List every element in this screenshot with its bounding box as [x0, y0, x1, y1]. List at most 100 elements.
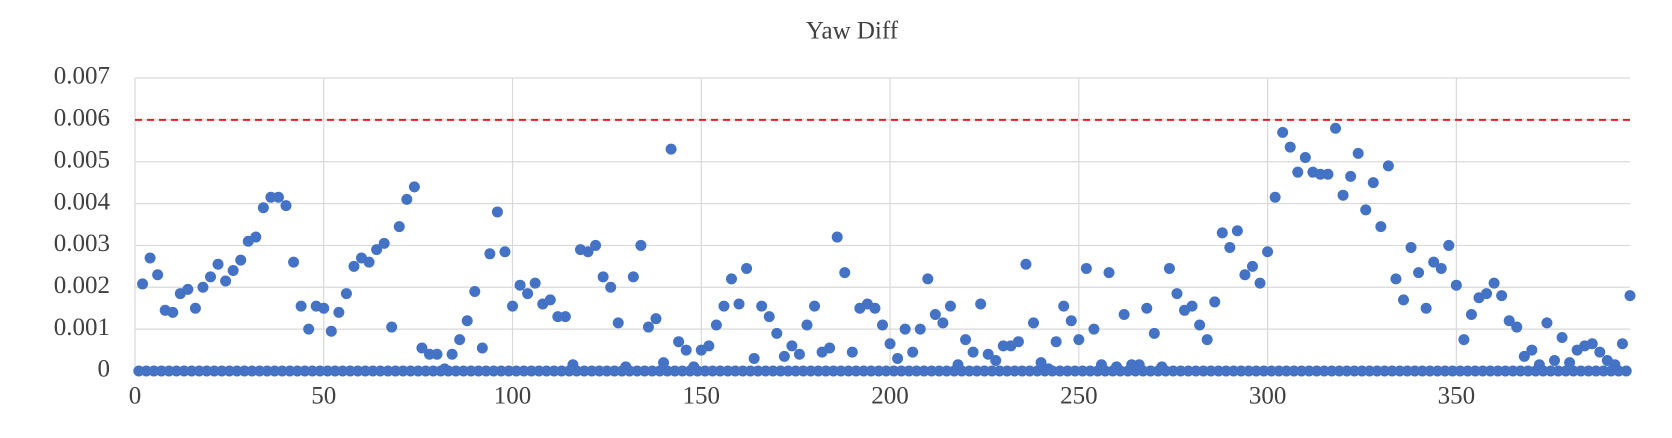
point	[877, 319, 888, 331]
y-tick-label: 0.001	[54, 314, 110, 341]
point	[775, 365, 787, 377]
point	[1262, 246, 1274, 258]
point	[416, 342, 428, 354]
point	[1560, 365, 1572, 377]
point	[1526, 344, 1538, 356]
point	[1205, 365, 1217, 377]
point	[495, 365, 507, 377]
point	[790, 365, 802, 377]
point	[1171, 288, 1183, 300]
point	[1292, 166, 1304, 178]
point	[1428, 256, 1440, 268]
point	[382, 365, 394, 377]
point	[533, 365, 545, 377]
point	[235, 254, 247, 266]
point	[291, 365, 303, 377]
point	[1009, 365, 1021, 377]
point	[1548, 355, 1560, 367]
point	[944, 300, 956, 312]
point	[473, 365, 485, 377]
point	[1624, 290, 1636, 302]
point	[1054, 365, 1066, 377]
point	[1375, 221, 1387, 233]
point	[673, 336, 685, 348]
point	[1209, 296, 1221, 308]
point	[605, 281, 617, 293]
point	[1069, 365, 1081, 377]
point	[208, 365, 220, 377]
point	[1477, 365, 1489, 377]
point	[1141, 302, 1153, 314]
point	[586, 365, 598, 377]
point	[1465, 308, 1477, 320]
point	[703, 340, 715, 352]
point	[476, 342, 488, 354]
point	[960, 334, 972, 346]
y-tick-label: 0.006	[54, 105, 110, 132]
point	[1424, 365, 1436, 377]
point	[627, 271, 639, 283]
point	[1552, 365, 1564, 377]
point	[1367, 177, 1379, 189]
point	[967, 346, 979, 358]
point	[1031, 365, 1043, 377]
point	[1058, 300, 1070, 312]
point	[759, 365, 771, 377]
point	[1382, 160, 1394, 172]
point	[1084, 365, 1096, 377]
point	[1077, 365, 1089, 377]
point	[193, 365, 205, 377]
point	[1439, 365, 1451, 377]
point	[1518, 350, 1530, 362]
point	[197, 281, 209, 293]
point	[1020, 258, 1032, 270]
point	[707, 365, 719, 377]
point	[725, 273, 737, 285]
point	[1405, 242, 1417, 254]
point	[303, 323, 315, 335]
point	[1394, 365, 1406, 377]
point	[1265, 365, 1277, 377]
point	[212, 258, 224, 270]
y-tick-label: 0	[98, 356, 111, 383]
y-tick-label: 0.007	[54, 63, 110, 90]
point	[1435, 262, 1447, 274]
point	[1035, 357, 1047, 369]
point	[220, 275, 232, 287]
point	[809, 300, 821, 312]
point	[1360, 204, 1372, 216]
point	[578, 365, 590, 377]
point	[1556, 332, 1568, 344]
point	[137, 278, 149, 290]
point	[322, 365, 334, 377]
point	[423, 348, 435, 360]
point	[1356, 365, 1368, 377]
point	[238, 365, 250, 377]
point	[658, 357, 670, 369]
point	[793, 348, 805, 360]
point	[514, 279, 526, 291]
point	[812, 365, 824, 377]
point	[1496, 290, 1508, 302]
point	[1163, 262, 1175, 274]
point	[1231, 225, 1243, 237]
point	[1454, 365, 1466, 377]
point	[956, 365, 968, 377]
point	[982, 348, 994, 360]
point	[556, 365, 568, 377]
point	[661, 365, 673, 377]
point	[590, 239, 602, 251]
point	[205, 271, 217, 283]
point	[186, 365, 198, 377]
point	[839, 267, 851, 279]
point	[484, 248, 496, 260]
point	[265, 191, 277, 203]
point	[914, 323, 926, 335]
point	[1190, 365, 1202, 377]
point	[374, 365, 386, 377]
point	[665, 143, 677, 155]
point	[846, 346, 858, 358]
point	[933, 365, 945, 377]
point	[1024, 365, 1036, 377]
point	[1243, 365, 1255, 377]
